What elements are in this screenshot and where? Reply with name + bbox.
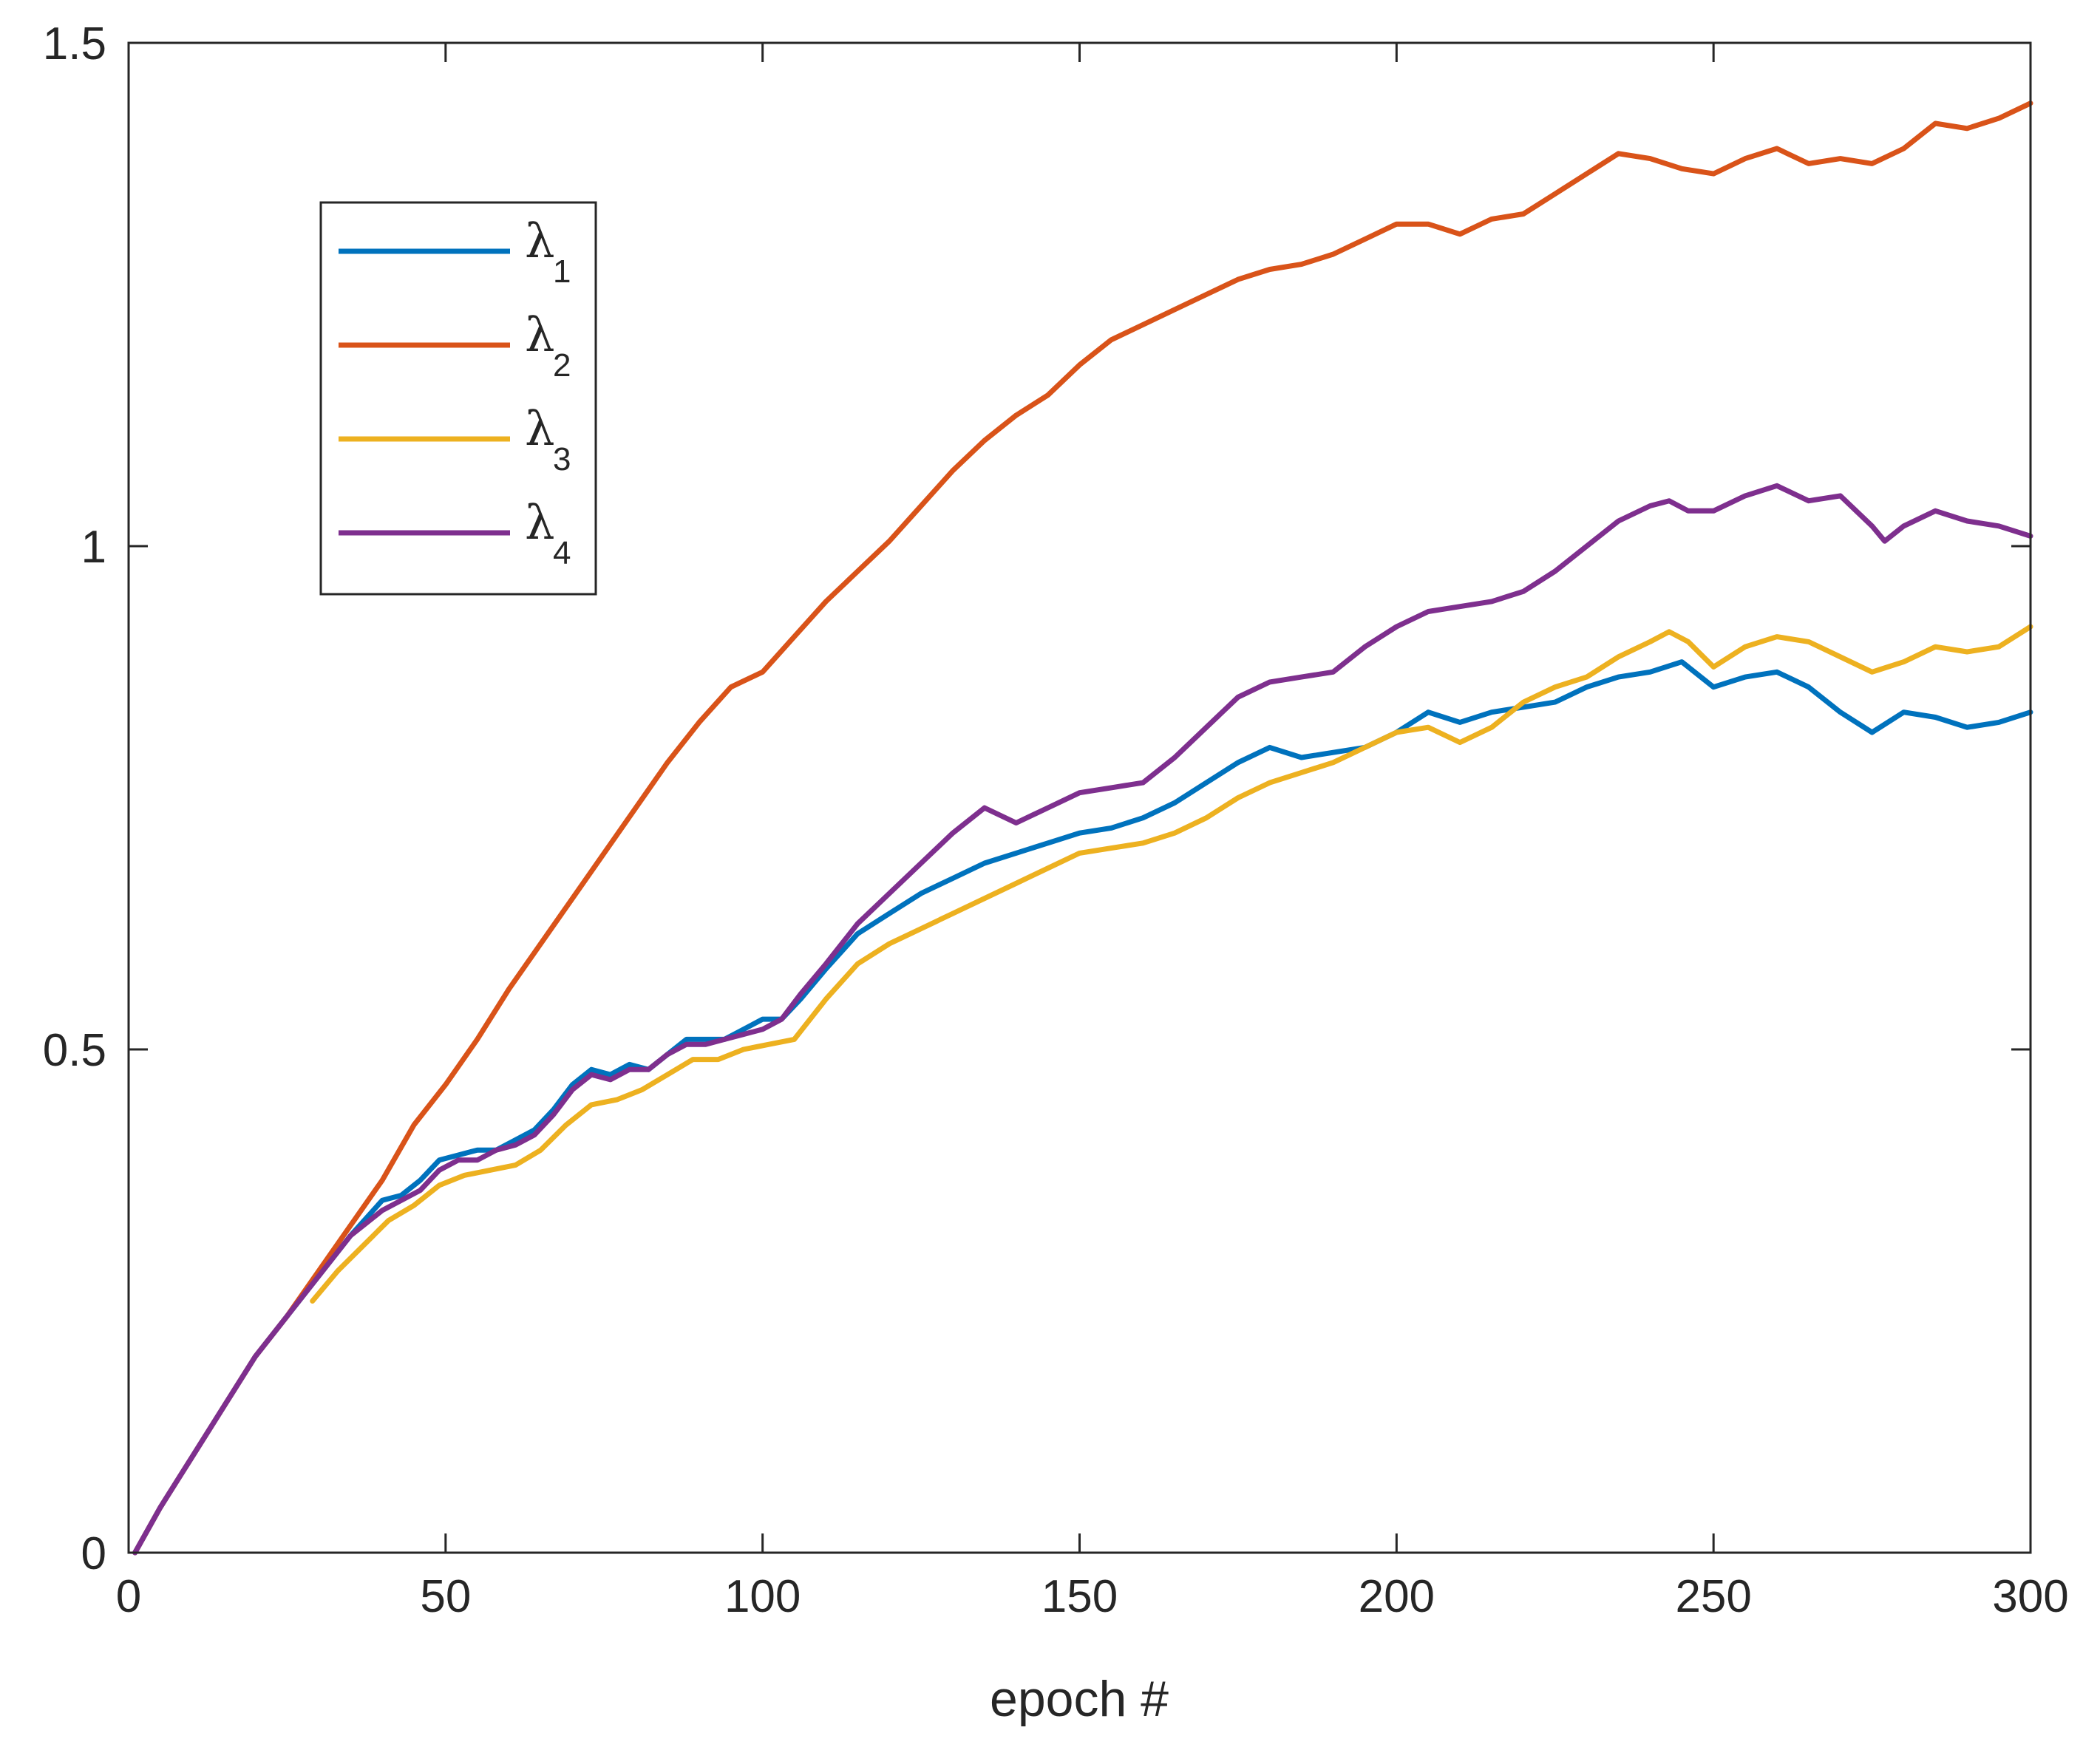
legend-label-1: λ bbox=[525, 214, 555, 269]
x-tick-label: 0 bbox=[116, 1571, 141, 1622]
legend-subscript-1: 1 bbox=[553, 253, 571, 290]
y-tick-label: 0.5 bbox=[43, 1025, 106, 1076]
legend-label-4: λ bbox=[525, 496, 555, 551]
y-tick-label: 1 bbox=[81, 522, 106, 573]
series-line-1 bbox=[132, 659, 2033, 1556]
x-tick-label: 50 bbox=[420, 1571, 471, 1622]
legend-subscript-3: 3 bbox=[553, 441, 571, 477]
y-tick-label: 0 bbox=[81, 1528, 106, 1579]
x-tick-label: 100 bbox=[724, 1571, 801, 1622]
x-tick-label: 200 bbox=[1359, 1571, 1435, 1622]
legend-subscript-4: 4 bbox=[553, 535, 571, 571]
series-line-3 bbox=[310, 624, 2033, 1304]
x-tick-label: 250 bbox=[1675, 1571, 1751, 1622]
x-tick-label: 300 bbox=[1992, 1571, 2068, 1622]
series-layer bbox=[132, 101, 2033, 1556]
series-line-4 bbox=[132, 483, 2033, 1556]
series-line-2 bbox=[132, 101, 2033, 1556]
x-axis-label: epoch # bbox=[990, 1671, 1169, 1727]
legend-subscript-2: 2 bbox=[553, 347, 571, 384]
x-axis-ticks: 0 50 100 150 200 250 300 bbox=[116, 43, 2069, 1622]
legend-label-3: λ bbox=[525, 402, 555, 457]
y-axis-ticks: 0 0.5 1 1.5 bbox=[43, 18, 2031, 1579]
y-tick-label: 1.5 bbox=[43, 18, 106, 69]
x-tick-label: 150 bbox=[1041, 1571, 1118, 1622]
legend-label-2: λ bbox=[525, 308, 555, 363]
legend-box bbox=[319, 201, 597, 596]
